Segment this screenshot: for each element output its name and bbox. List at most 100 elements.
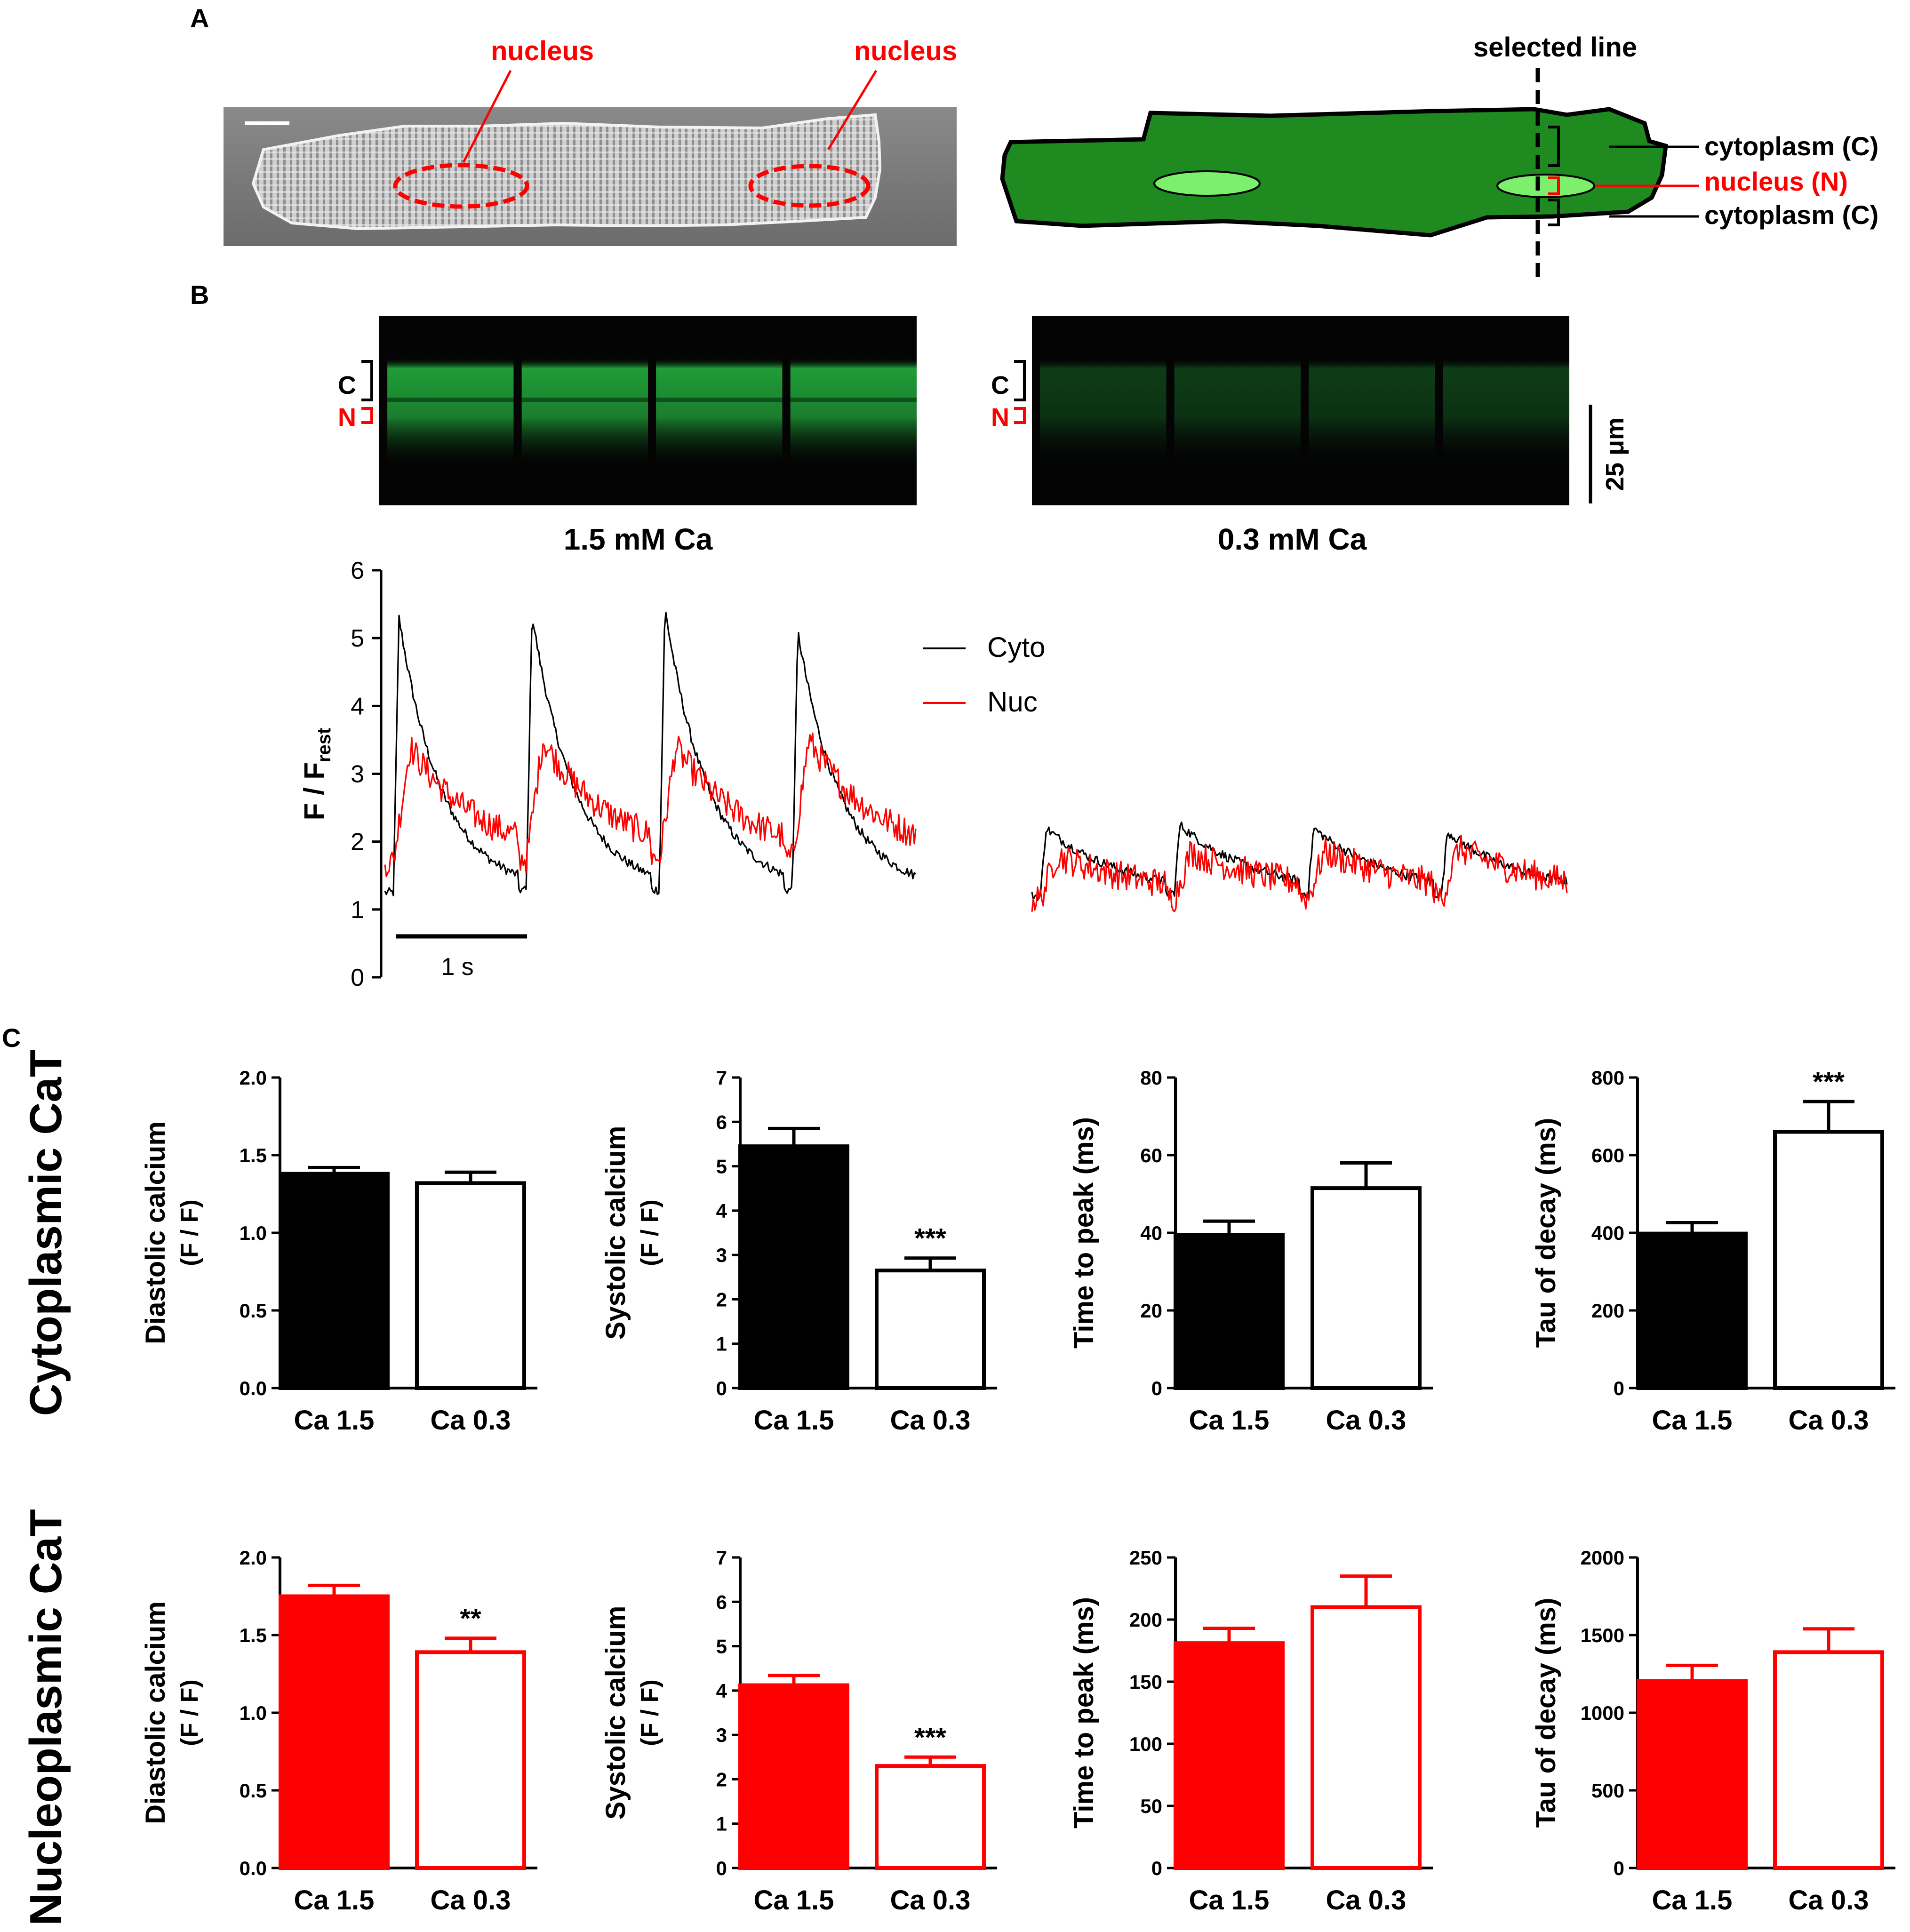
linescan-nucleus-stripe: [790, 398, 917, 402]
bar: [1174, 1641, 1285, 1870]
linescan-nucleus-stripe: [1174, 398, 1301, 402]
bar-y-label-main: Systolic calcium: [600, 1606, 631, 1820]
trace-nuc: [1031, 834, 1568, 912]
bar: [738, 1683, 849, 1870]
nucleus-pointer-right: [827, 70, 878, 151]
bar-chart-nuc_diastolic: 0.0 0.5 1.0 1.5 2.0 Ca 1.5 Ca 0.3 ** Diastolic c…: [140, 1547, 537, 1916]
linescan-band: [1174, 358, 1301, 466]
linescan-nucleus-stripe: [656, 398, 783, 402]
panel-a-micrograph: nucleus nucleus: [224, 36, 957, 246]
bar: [279, 1172, 390, 1390]
bar-y-tick-label: 7: [716, 1547, 727, 1569]
bar-y-label-main: Diastolic calcium: [140, 1601, 171, 1824]
bar-y-label-main: Tau of decay (ms): [1531, 1118, 1561, 1348]
bar-y-tick-label: 0: [716, 1857, 727, 1879]
panel-a-schematic: selected line cytoplasm (C) nucleus (N) …: [1000, 32, 1878, 278]
linescan-left: C N 1.5 mM Ca: [338, 316, 917, 556]
bar-category-label: Ca 0.3: [431, 1405, 511, 1436]
bar-chart-nuc_systolic: 0 1 2 3 4 5 6 7 Ca 1.5 Ca 0.3 *** Systolic calcium(…: [600, 1547, 997, 1916]
linescan-scale-label: 25 μm: [1601, 417, 1629, 491]
myocyte-cell: [251, 113, 882, 231]
bar: [1637, 1679, 1748, 1870]
bar-chart-nuc_ttp: 0 50 100 150 200 250 Ca 1.5 Ca 0.3 Time to peak …: [1069, 1547, 1433, 1916]
schematic-nucleus-left: [1153, 170, 1261, 197]
time-scale-label: 1 s: [441, 953, 473, 981]
linescan-band: [1443, 358, 1569, 466]
bar-y-label-sub: (F / F): [636, 1679, 663, 1746]
bar-y-label-main: Tau of decay (ms): [1531, 1598, 1561, 1828]
bar-y-tick-label: 0.0: [240, 1857, 267, 1879]
bar-y-tick-label: 4: [716, 1680, 727, 1702]
bar-category-label: Ca 0.3: [890, 1885, 971, 1916]
trace-y-tick-label: 1: [351, 896, 364, 924]
bar-y-tick-label: 6: [716, 1591, 727, 1613]
schematic-cell: [1000, 107, 1668, 238]
bar-y-tick-label: 40: [1140, 1222, 1162, 1244]
bracket-cytoplasm-bottom: [1548, 199, 1560, 226]
bar-y-tick-label: 4: [716, 1200, 727, 1222]
bar-y-tick-label: 5: [716, 1636, 727, 1658]
bar-category-label: Ca 1.5: [1189, 1885, 1270, 1916]
linescan-right-n-label: N: [991, 403, 1009, 431]
trace-legend: Cyto Nuc: [923, 631, 1045, 718]
linescan-right: C N 0.3 mM Ca 25 μm: [991, 316, 1629, 556]
linescan-nucleus-stripe: [521, 398, 648, 402]
bar-y-label-sub: (F / F): [636, 1199, 663, 1266]
bar-y-tick-label: 0.0: [240, 1377, 267, 1399]
bar: [1773, 1130, 1884, 1390]
bar: [1637, 1231, 1748, 1390]
trace-y-label-main: F / F: [298, 762, 330, 820]
panel-letter-c: C: [2, 1023, 21, 1053]
trace-cyto: [384, 612, 916, 896]
bar: [279, 1594, 390, 1870]
linescan-left-c-label: C: [338, 371, 356, 399]
bar-y-tick-label: 1.0: [240, 1702, 267, 1724]
bar-category-label: Ca 1.5: [1189, 1405, 1270, 1436]
bar-y-tick-label: 0: [1614, 1857, 1624, 1879]
nucleus-pointer-left: [462, 70, 512, 163]
bar-category-label: Ca 1.5: [1652, 1405, 1733, 1436]
linescan-right-bands: [1040, 358, 1569, 466]
cytoplasm-top-label: cytoplasm (C): [1704, 131, 1878, 161]
linescan-left-n-label: N: [338, 403, 356, 431]
bar-chart-nuc_tau: 0 500 1000 1500 2000 Ca 1.5 Ca 0.3 Tau of decay…: [1531, 1547, 1895, 1916]
bar-y-label-sub: (F / F): [176, 1679, 203, 1746]
cytoplasm-bottom-label: cytoplasm (C): [1704, 200, 1878, 230]
linescan-nucleus-stripe: [1443, 398, 1569, 402]
condition-right-label: 0.3 mM Ca: [1218, 522, 1367, 556]
bar-significance: **: [460, 1604, 481, 1634]
linescan-nucleus-stripe: [1309, 398, 1435, 402]
trace-y-tick-label: 3: [351, 761, 364, 788]
bar-y-tick-label: 1: [716, 1813, 727, 1835]
trace-nuc: [384, 732, 917, 878]
bar-chart-cyto_ttp: 0 20 40 60 80 Ca 1.5 Ca 0.3 Time to peak (ms): [1069, 1067, 1433, 1436]
bar-y-tick-label: 6: [716, 1111, 727, 1133]
panel-letter-a: A: [190, 3, 209, 33]
trace-y-ticks: 0 1 2 3 4 5 6: [351, 557, 381, 991]
bar-significance: ***: [1813, 1067, 1845, 1097]
trace-y-label: F / Frest: [298, 728, 335, 821]
trace-y-tick-label: 4: [351, 693, 364, 720]
bar-category-label: Ca 0.3: [1789, 1885, 1869, 1916]
bar: [875, 1764, 986, 1870]
bar-category-label: Ca 1.5: [294, 1405, 375, 1436]
bar-y-tick-label: 1500: [1581, 1624, 1624, 1646]
bar-significance: ***: [914, 1722, 946, 1753]
linescan-band: [790, 358, 917, 466]
bar-y-label-main: Diastolic calcium: [140, 1121, 171, 1344]
bar-y-label-main: Time to peak (ms): [1069, 1117, 1099, 1349]
bar-chart-cyto_diastolic: 0.0 0.5 1.0 1.5 2.0 Ca 1.5 Ca 0.3 Diastolic cal…: [140, 1067, 537, 1436]
linescan-right-c-label: C: [991, 371, 1009, 399]
bar-y-tick-label: 500: [1591, 1780, 1624, 1802]
bar-y-tick-label: 1.0: [240, 1222, 267, 1244]
nucleus-label-right: nucleus: [854, 36, 957, 66]
bar: [1311, 1186, 1422, 1390]
bar-charts: 0.0 0.5 1.0 1.5 2.0 Ca 1.5 Ca 0.3 Diastolic cal…: [140, 1067, 1895, 1916]
bar-y-tick-label: 2000: [1581, 1547, 1624, 1569]
bar-y-label-main: Systolic calcium: [600, 1126, 631, 1340]
bar: [1174, 1233, 1285, 1390]
row-label-cytoplasmic: Cytoplasmic CaT: [21, 1050, 71, 1416]
linescan-nucleus-stripe: [1040, 398, 1167, 402]
bar-category-label: Ca 1.5: [294, 1885, 375, 1916]
trace-y-tick-label: 5: [351, 625, 364, 652]
